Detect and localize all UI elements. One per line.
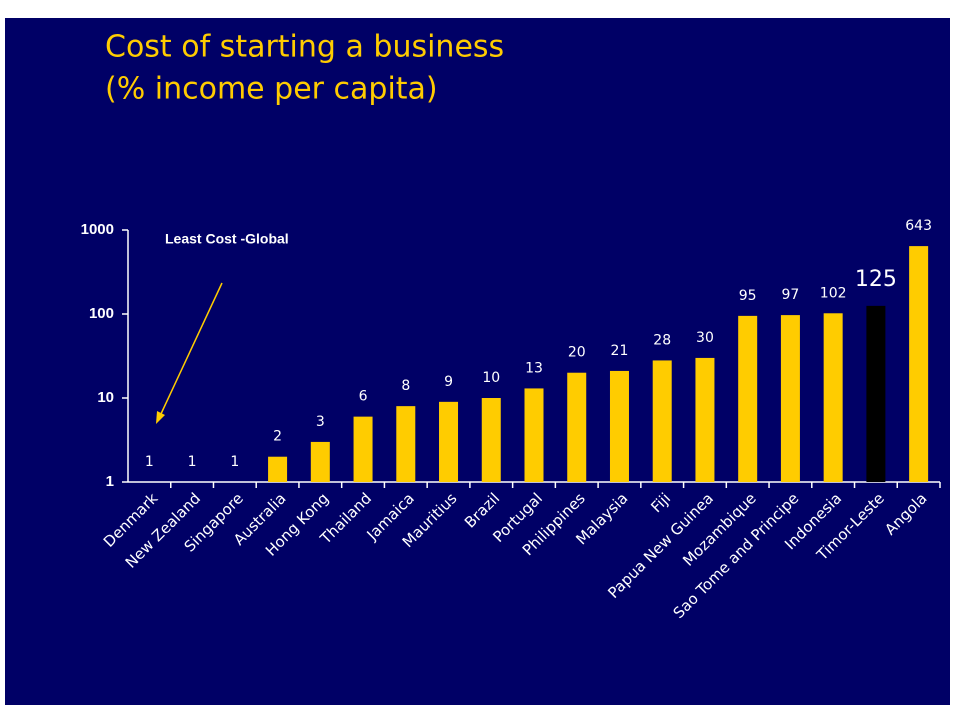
arrow-head (156, 411, 165, 424)
bar (524, 388, 544, 482)
bar (567, 372, 587, 482)
bar (652, 360, 672, 482)
data-label: 28 (653, 332, 671, 348)
y-tick-label: 1000 (81, 221, 114, 238)
y-tick-label: 1 (106, 473, 114, 490)
bar (866, 305, 886, 482)
y-tick-label: 10 (97, 389, 114, 406)
bar (439, 401, 459, 482)
bar (481, 398, 501, 482)
data-label: 643 (905, 218, 932, 234)
data-label: 6 (359, 389, 368, 405)
data-label: 3 (316, 414, 325, 430)
data-label: 125 (855, 267, 897, 292)
data-label: 20 (568, 345, 586, 361)
data-label: 1 (188, 454, 197, 470)
data-label: 30 (696, 330, 714, 346)
bar (780, 315, 800, 482)
slide-background (5, 18, 950, 705)
data-label: 21 (611, 343, 629, 359)
data-label: 10 (482, 370, 500, 386)
bar (695, 357, 715, 482)
bar (909, 246, 929, 482)
data-label: 97 (782, 287, 800, 303)
annotation-arrow (159, 282, 223, 417)
bar (310, 441, 330, 482)
bar (823, 313, 843, 482)
y-tick-label: 100 (89, 305, 114, 322)
data-label: 2 (273, 429, 282, 445)
bar (353, 416, 373, 482)
data-label: 9 (444, 374, 453, 390)
annotation: Least Cost -Global (165, 231, 289, 247)
data-label: 13 (525, 360, 543, 376)
data-label: 1 (145, 454, 154, 470)
bar (268, 456, 288, 482)
bar (738, 315, 758, 482)
chart-subtitle: (% income per capita) (105, 72, 438, 107)
bar (609, 370, 629, 482)
data-label: 8 (401, 378, 410, 394)
data-label: 1 (230, 454, 239, 470)
bar (396, 406, 416, 482)
data-label: 102 (820, 285, 847, 301)
data-label: 95 (739, 288, 757, 304)
chart-title: Cost of starting a business (105, 30, 504, 65)
